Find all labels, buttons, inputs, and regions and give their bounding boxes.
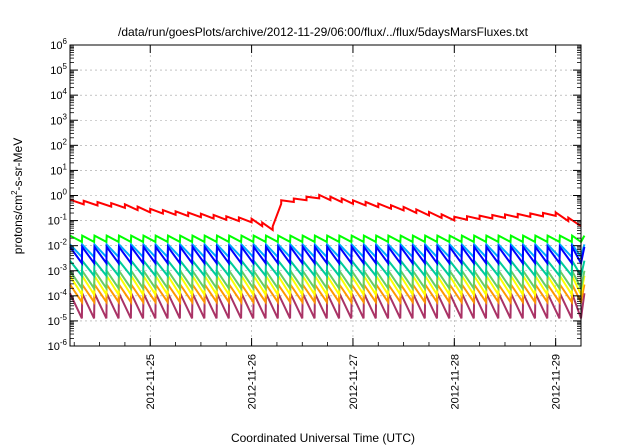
y-tick-label-exponent: 6: [63, 37, 68, 46]
x-tick-label: 2012-11-29: [551, 354, 563, 409]
y-tick-label: 104: [50, 87, 67, 102]
series-line: [69, 193, 582, 232]
y-tick-label: 101: [50, 162, 67, 177]
y-tick-label: 106: [50, 37, 67, 52]
y-tick-label: 105: [50, 62, 67, 77]
y-tick-label-exponent: 0: [63, 188, 68, 197]
y-axis-label-part-1: protons/cm: [11, 195, 25, 254]
y-tick-label-base: 10: [50, 90, 62, 102]
y-tick-label: 10-6: [48, 338, 68, 353]
y-tick-label-base: 10: [48, 216, 60, 228]
series-line: [69, 243, 586, 267]
y-axis-label-superscript: 2: [10, 190, 19, 195]
y-tick-label: 10-4: [48, 288, 68, 303]
y-tick-label-base: 10: [48, 341, 60, 353]
y-tick-label: 10-1: [48, 213, 68, 228]
x-axis-label: Coordinated Universal Time (UTC): [231, 431, 415, 445]
y-tick-label-base: 10: [48, 241, 60, 253]
y-axis-label: protons/cm2-s-sr-MeV: [10, 138, 25, 254]
y-tick-label-base: 10: [50, 65, 62, 77]
y-tick-label: 100: [50, 188, 67, 203]
series-line: [69, 267, 586, 292]
y-tick-label-base: 10: [48, 266, 60, 278]
series-line: [69, 241, 586, 260]
x-axis: 2012-11-25 2012-11-26 2012-11-27 2012-11-28…: [73, 45, 563, 409]
x-tick-label: 2012-11-25: [145, 354, 157, 409]
y-tick-label-base: 10: [48, 316, 60, 328]
x-tick-label: 2012-11-26: [247, 354, 259, 409]
y-tick-label-base: 10: [50, 115, 62, 127]
y-tick-label: 10-2: [48, 238, 68, 253]
y-tick-label: 103: [50, 112, 67, 127]
y-axis: 10610510410310210110010-110-210-310-410-…: [48, 37, 581, 353]
y-tick-label-exponent: 1: [63, 162, 68, 171]
y-tick-label-exponent: -6: [60, 338, 68, 347]
chart-title: /data/run/goesPlots/archive/2012-11-29/0…: [118, 25, 529, 39]
y-tick-label-base: 10: [48, 291, 60, 303]
y-axis-label-part-2: -s-sr-MeV: [11, 138, 25, 191]
y-tick-label-base: 10: [50, 140, 62, 152]
y-tick-label-exponent: 5: [63, 62, 68, 71]
series-line: [69, 233, 586, 244]
y-tick-label-exponent: -1: [60, 213, 68, 222]
x-tick-label: 2012-11-28: [449, 354, 461, 409]
y-tick-label-base: 10: [50, 165, 62, 177]
y-tick-label: 102: [50, 137, 67, 152]
series-line: [69, 292, 586, 319]
y-tick-label-base: 10: [50, 40, 62, 52]
y-tick-label: 10-5: [48, 313, 68, 328]
y-tick-label-exponent: -3: [60, 263, 68, 272]
series-line: [69, 272, 586, 298]
series-line: [69, 257, 586, 279]
y-tick-label-exponent: 4: [63, 87, 68, 96]
y-tick-label-exponent: 2: [63, 137, 68, 146]
series-line: [69, 281, 586, 306]
y-tick-label-base: 10: [50, 191, 62, 203]
series-layer: [69, 193, 586, 319]
y-tick-label-exponent: 3: [63, 112, 68, 121]
y-tick-label: 10-3: [48, 263, 68, 278]
x-tick-label: 2012-11-27: [348, 354, 360, 409]
y-tick-label-exponent: -5: [60, 313, 68, 322]
y-tick-label-exponent: -4: [60, 288, 68, 297]
y-tick-label-exponent: -2: [60, 238, 68, 247]
